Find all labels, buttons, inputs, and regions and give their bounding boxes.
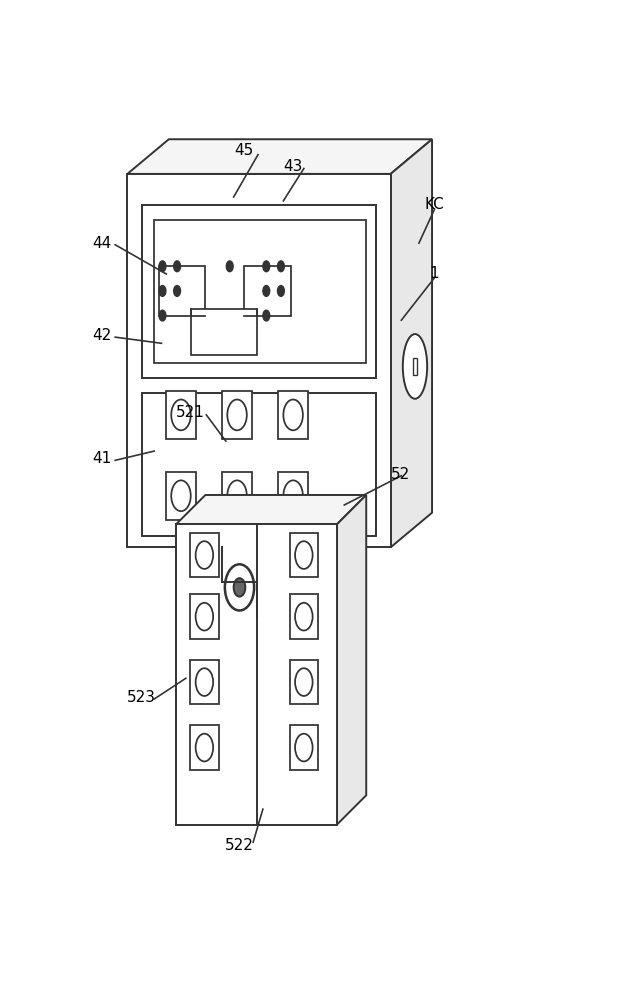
Ellipse shape (403, 334, 427, 399)
Circle shape (284, 400, 303, 430)
Text: 1: 1 (430, 266, 439, 282)
Circle shape (295, 668, 313, 696)
Circle shape (159, 261, 166, 272)
Bar (413, 358, 418, 375)
Polygon shape (127, 139, 432, 174)
Polygon shape (337, 495, 366, 825)
Circle shape (227, 400, 247, 430)
Bar (142, 205, 376, 378)
Circle shape (174, 261, 181, 272)
Text: 43: 43 (284, 159, 303, 174)
Bar (159, 266, 205, 316)
Bar (222, 391, 252, 439)
Bar (190, 533, 218, 577)
Bar (190, 594, 218, 639)
Bar (278, 472, 308, 520)
Circle shape (277, 261, 284, 272)
Bar (127, 174, 391, 547)
Bar (290, 594, 318, 639)
Text: 523: 523 (126, 690, 155, 705)
Polygon shape (176, 495, 366, 524)
Circle shape (196, 603, 213, 631)
Bar (245, 266, 291, 316)
Text: 41: 41 (92, 451, 112, 466)
Bar (190, 660, 218, 704)
Circle shape (171, 480, 191, 511)
Circle shape (263, 261, 270, 272)
Circle shape (263, 310, 270, 321)
Bar (166, 472, 196, 520)
Bar (154, 220, 366, 363)
Circle shape (174, 286, 181, 296)
Text: KC: KC (425, 197, 444, 212)
Bar (191, 309, 257, 355)
Text: 44: 44 (92, 236, 112, 251)
Circle shape (226, 261, 233, 272)
Text: 45: 45 (235, 143, 254, 158)
Circle shape (159, 286, 166, 296)
Circle shape (295, 603, 313, 631)
Circle shape (159, 310, 166, 321)
Circle shape (227, 480, 247, 511)
Bar (222, 472, 252, 520)
Text: 52: 52 (391, 467, 410, 482)
Bar (176, 524, 337, 825)
Circle shape (196, 668, 213, 696)
Circle shape (295, 541, 313, 569)
Polygon shape (391, 139, 432, 547)
Bar (166, 391, 196, 439)
Circle shape (171, 400, 191, 430)
Circle shape (225, 564, 254, 610)
Circle shape (263, 286, 270, 296)
Bar (290, 533, 318, 577)
Circle shape (284, 480, 303, 511)
Bar (290, 660, 318, 704)
Circle shape (196, 541, 213, 569)
Text: 522: 522 (225, 838, 254, 853)
Bar (278, 391, 308, 439)
Text: 42: 42 (92, 328, 112, 343)
Bar (290, 725, 318, 770)
Circle shape (295, 734, 313, 761)
Text: 521: 521 (176, 405, 205, 420)
Circle shape (277, 286, 284, 296)
Circle shape (196, 734, 213, 761)
Circle shape (233, 578, 245, 597)
Bar (190, 725, 218, 770)
Bar (142, 393, 376, 536)
